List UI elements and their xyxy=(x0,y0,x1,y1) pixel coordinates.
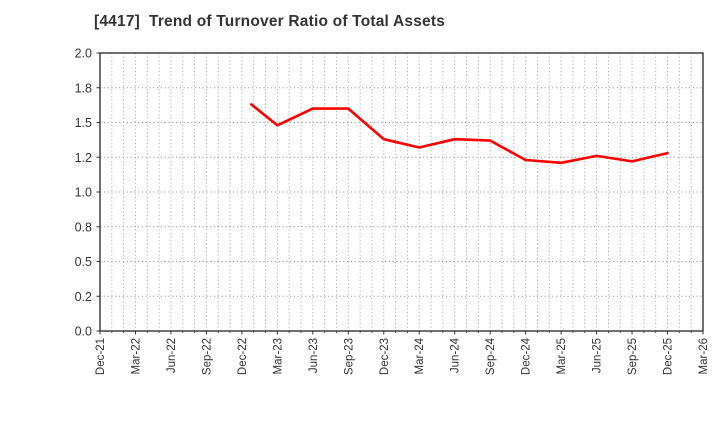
x-axis-label: Dec-23 xyxy=(379,338,391,375)
x-axis-label: Sep-24 xyxy=(485,337,497,375)
x-axis-label: Mar-25 xyxy=(556,338,568,374)
x-axis-label: Jun-22 xyxy=(166,338,178,373)
y-axis-label: 0.2 xyxy=(75,290,92,304)
y-axis-label: 1.5 xyxy=(75,116,92,130)
y-axis-label: 1.8 xyxy=(75,81,92,95)
x-axis-label: Dec-22 xyxy=(237,338,249,375)
x-axis-label: Dec-25 xyxy=(663,338,675,375)
y-axis-label: 0.5 xyxy=(75,255,92,269)
x-axis-label: Jun-24 xyxy=(450,337,462,373)
x-axis-label: Jun-25 xyxy=(592,338,604,373)
y-axis-label: 2.0 xyxy=(75,47,92,61)
x-axis-label: Sep-25 xyxy=(627,338,639,375)
y-axis-label: 1.2 xyxy=(75,151,92,165)
x-axis-label: Mar-26 xyxy=(698,338,710,374)
y-axis-label: 0.8 xyxy=(75,220,92,234)
chart-title: [4417] Trend of Turnover Ratio of Total … xyxy=(94,13,446,30)
y-axis-label: 0.0 xyxy=(75,325,92,339)
x-axis-label: Jun-23 xyxy=(308,338,320,373)
trend-line xyxy=(250,103,669,165)
x-axis-label: Sep-22 xyxy=(201,338,213,375)
y-axis-label: 1.0 xyxy=(75,186,92,200)
x-axis-label: Mar-22 xyxy=(130,338,142,374)
x-axis-label: Sep-23 xyxy=(343,338,355,375)
x-axis-label: Mar-23 xyxy=(272,338,284,374)
x-axis-label: Dec-21 xyxy=(95,338,107,375)
plot-border xyxy=(99,52,704,332)
x-axis-label: Mar-24 xyxy=(414,337,426,374)
x-axis-label: Dec-24 xyxy=(521,337,533,375)
